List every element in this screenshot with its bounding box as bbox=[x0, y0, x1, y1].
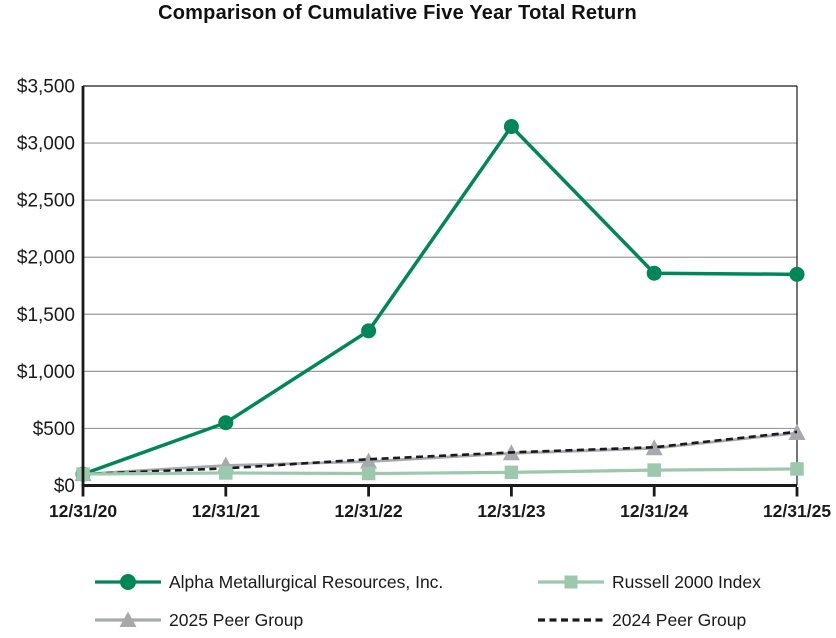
svg-text:$3,000: $3,000 bbox=[17, 134, 75, 155]
dashed-line-icon bbox=[538, 618, 604, 622]
legend-label-2025-peer-group: 2025 Peer Group bbox=[169, 609, 304, 630]
series-3 bbox=[82, 430, 798, 476]
square-marker-icon bbox=[538, 575, 604, 589]
legend-label-2024-peer-group: 2024 Peer Group bbox=[612, 609, 747, 630]
circle-marker-icon bbox=[95, 574, 161, 590]
svg-text:$3,500: $3,500 bbox=[17, 77, 75, 98]
svg-text:$1,000: $1,000 bbox=[17, 362, 75, 383]
triangle-marker-icon bbox=[95, 611, 161, 627]
svg-text:$2,500: $2,500 bbox=[17, 191, 75, 212]
svg-text:12/31/24: 12/31/24 bbox=[620, 501, 688, 521]
series-0 bbox=[75, 119, 805, 482]
svg-text:12/31/20: 12/31/20 bbox=[49, 501, 117, 521]
legend-item-2024-peer-group: 2024 Peer Group bbox=[538, 608, 746, 632]
svg-text:12/31/23: 12/31/23 bbox=[477, 501, 545, 521]
svg-text:12/31/21: 12/31/21 bbox=[192, 501, 260, 521]
chart-title: Comparison of Cumulative Five Year Total… bbox=[158, 2, 637, 24]
svg-text:12/31/25: 12/31/25 bbox=[763, 501, 831, 521]
legend-item-russell-2000: Russell 2000 Index bbox=[538, 570, 761, 594]
legend-item-2025-peer-group: 2025 Peer Group bbox=[95, 608, 303, 632]
svg-text:12/31/22: 12/31/22 bbox=[335, 501, 403, 521]
svg-text:$1,500: $1,500 bbox=[17, 305, 75, 326]
chart-legend: Alpha Metallurgical Resources, Inc. Russ… bbox=[0, 560, 836, 638]
legend-label-russell-2000: Russell 2000 Index bbox=[612, 571, 761, 592]
svg-text:$0: $0 bbox=[54, 476, 75, 497]
legend-item-alpha-metallurgical: Alpha Metallurgical Resources, Inc. bbox=[95, 570, 443, 594]
cumulative-return-line-chart: $0 $500 $1,000 $1,500 $2,000 $2,500 $3,000 $3,5… bbox=[17, 77, 831, 522]
svg-text:$500: $500 bbox=[33, 419, 75, 440]
series-1 bbox=[76, 462, 804, 481]
svg-text:$2,000: $2,000 bbox=[17, 248, 75, 269]
legend-label-alpha-metallurgical: Alpha Metallurgical Resources, Inc. bbox=[169, 571, 444, 592]
